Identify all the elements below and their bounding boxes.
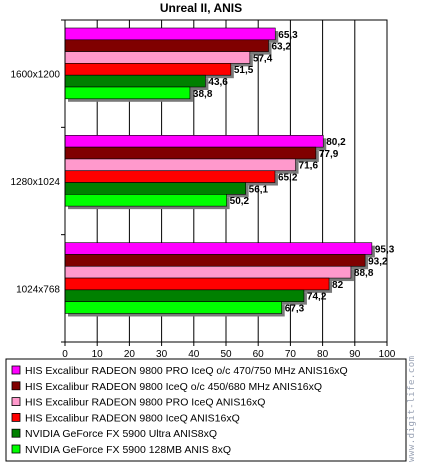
data-label: 63,2	[272, 42, 292, 53]
x-tick-label: 60	[253, 349, 265, 360]
bar	[64, 74, 206, 88]
bar	[64, 135, 324, 148]
legend-swatch	[11, 365, 21, 375]
watermark: www.digit-life.com	[407, 355, 417, 462]
bar	[64, 194, 227, 207]
bar	[64, 182, 246, 195]
legend-entry: NVIDIA GeForce FX 5900 128MB ANIS 8xQ	[25, 444, 231, 456]
x-tick-label: 20	[124, 349, 136, 360]
data-label: 77,9	[319, 149, 339, 160]
data-label: 67,3	[285, 303, 305, 314]
bar	[64, 146, 317, 160]
bar	[64, 51, 251, 64]
bar	[64, 254, 366, 267]
x-tick-label: 80	[317, 349, 329, 360]
data-label: 74,2	[307, 292, 327, 303]
bar	[64, 289, 305, 302]
data-label: 51,5	[234, 65, 254, 76]
category-label: 1280x1024	[11, 177, 61, 188]
x-tick-label: 90	[349, 349, 361, 360]
plot-area: 0 10 20 30 40 50 60 70 80 90 1001600x120065,363,25…	[11, 19, 396, 360]
legend: HIS Excalibur RADEON 9800 PRO IceQ o/c 4…	[5, 358, 407, 462]
x-tick-label: 100	[379, 349, 396, 360]
data-label: 65,2	[278, 173, 298, 184]
legend-swatch	[11, 412, 21, 422]
bar	[64, 39, 269, 52]
bar	[64, 86, 191, 100]
bar	[64, 27, 276, 41]
data-label: 65,3	[278, 30, 298, 41]
bar	[64, 170, 276, 183]
x-tick-label: 30	[156, 349, 168, 360]
bar	[64, 265, 352, 279]
legend-swatch	[11, 397, 21, 407]
x-tick-label: 70	[285, 349, 297, 360]
plot-border	[64, 19, 388, 343]
category-label: 1024x768	[16, 284, 60, 295]
data-label: 43,6	[208, 77, 228, 88]
x-tick-label: 10	[92, 349, 104, 360]
data-label: 80,2	[326, 137, 346, 148]
chart-title: Unreal II, ANIS	[160, 1, 242, 15]
bar	[64, 301, 283, 314]
legend-swatch	[11, 381, 21, 391]
data-label: 57,4	[253, 53, 273, 64]
data-label: 93,2	[368, 256, 388, 267]
legend-swatch	[11, 444, 21, 454]
x-tick-label: 0	[62, 349, 68, 360]
x-tick-label: 50	[220, 349, 232, 360]
bar	[64, 242, 373, 255]
bar	[64, 277, 330, 291]
legend-entry: HIS Excalibur RADEON 9800 IceQ o/c 450/6…	[25, 381, 322, 393]
legend-entry: HIS Excalibur RADEON 9800 IceQ ANIS16xQ	[25, 412, 240, 424]
bar	[64, 63, 232, 76]
data-label: 88,8	[354, 268, 374, 279]
category-label: 1600x1200	[11, 70, 61, 81]
data-label: 38,8	[193, 89, 213, 100]
data-label: 95,3	[375, 244, 395, 255]
bar	[64, 158, 296, 172]
legend-entry: HIS Excalibur RADEON 9800 PRO IceQ o/c 4…	[25, 365, 348, 377]
data-label: 50,2	[230, 196, 250, 207]
x-tick-label: 40	[188, 349, 200, 360]
data-label: 82	[332, 280, 344, 291]
legend-entry: NVIDIA GeForce FX 5900 Ultra ANIS8xQ	[25, 428, 217, 440]
legend-box	[5, 358, 407, 462]
data-label: 71,6	[299, 161, 319, 172]
legend-entry: HIS Excalibur RADEON 9800 PRO IceQ ANIS1…	[25, 397, 265, 409]
data-label: 56,1	[249, 184, 269, 195]
legend-swatch	[11, 428, 21, 438]
